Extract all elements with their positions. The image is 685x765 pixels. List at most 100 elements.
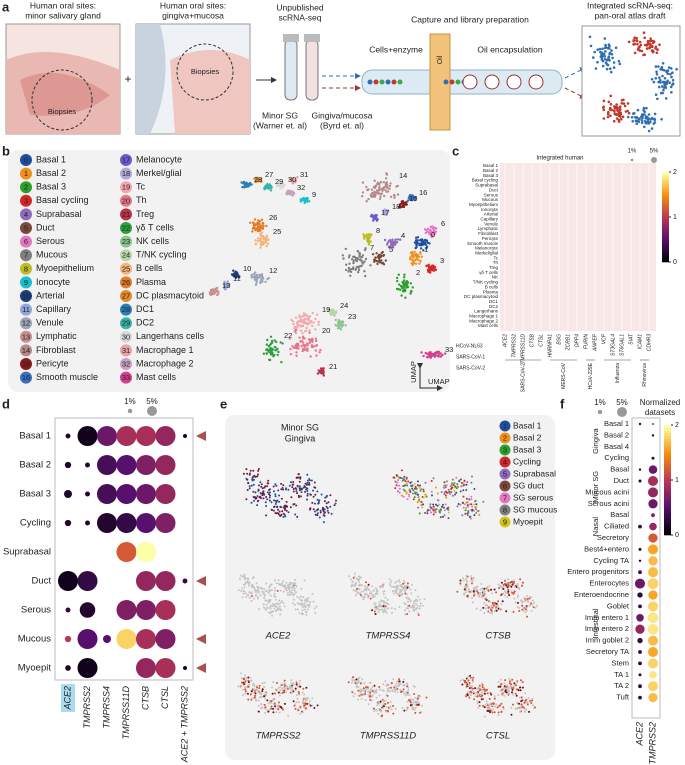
- cell-dot: [466, 693, 469, 696]
- cell-dot: [484, 592, 487, 595]
- cell-dot: [361, 195, 364, 198]
- cell-dot: [299, 712, 302, 715]
- dot: [648, 692, 658, 703]
- cell-dot: [282, 590, 285, 593]
- cell-dot: [264, 240, 268, 243]
- cell-dot: [429, 233, 432, 236]
- cell-dot: [420, 351, 423, 354]
- cell-dot: [362, 687, 365, 690]
- cell-dot: [372, 214, 375, 218]
- cell-dot: [433, 269, 436, 272]
- cell-dot: [417, 595, 420, 598]
- cell-dot: [406, 593, 408, 596]
- cell-dot: [423, 598, 426, 601]
- cell-dot: [347, 256, 351, 259]
- dot: [136, 484, 156, 504]
- colorbar-step: [664, 463, 671, 467]
- cell-dot: [412, 259, 415, 262]
- dot: [155, 513, 176, 533]
- cell-dot: [508, 692, 510, 695]
- dot: [648, 533, 658, 543]
- legend-id: 30: [122, 332, 130, 341]
- cell-dot: [306, 479, 309, 482]
- cell-dot: [269, 494, 271, 497]
- cell-dot: [297, 709, 300, 712]
- cell-dot: [459, 490, 462, 493]
- cell-dot: [259, 495, 262, 498]
- legend-swatch: [120, 181, 132, 194]
- cell-dot: [602, 108, 606, 112]
- cell-dot: [466, 581, 469, 584]
- cell-dot: [310, 479, 313, 482]
- cell-dot: [255, 496, 258, 499]
- cell-dot: [266, 348, 269, 351]
- cell-dot: [267, 493, 270, 496]
- cell-dot: [329, 310, 332, 313]
- cell-dot: [256, 588, 259, 591]
- cell-dot: [290, 178, 293, 181]
- group-label: SARS-CoV-2: [520, 363, 526, 392]
- cell-dot: [637, 117, 641, 120]
- colorbar-step: [662, 259, 669, 263]
- cell-dot: [454, 485, 457, 488]
- cell-dot: [412, 198, 415, 201]
- row-label: Mucous acini: [585, 487, 629, 496]
- cell-dot: [507, 690, 510, 693]
- cell-dot: [277, 579, 280, 582]
- cell-dot: [255, 582, 258, 585]
- cell-dot: [373, 710, 376, 713]
- cell-dot: [259, 281, 262, 285]
- cell-dot: [598, 47, 602, 51]
- dot: [647, 487, 659, 498]
- cell-dot: [384, 184, 387, 187]
- cell-dot: [403, 581, 406, 584]
- cell-dot: [470, 481, 473, 484]
- cell-dot: [264, 501, 267, 504]
- cell-dot: [429, 229, 432, 232]
- cell-dot: [298, 314, 301, 317]
- row-label: Duct: [31, 576, 51, 587]
- cell-dot: [375, 259, 378, 263]
- colorbar-step: [662, 221, 669, 225]
- cell-dot: [352, 255, 355, 258]
- legend-label: Basal 3: [513, 444, 542, 454]
- cell-dot: [378, 197, 382, 201]
- cell-dot: [487, 589, 490, 592]
- cell-dot: [306, 492, 309, 495]
- legend-label: Cycling: [513, 456, 541, 466]
- cell-dot: [396, 685, 399, 688]
- cell-dot: [498, 587, 501, 589]
- cell-dot: [250, 595, 253, 598]
- cell-dot: [294, 608, 297, 611]
- cell-dot: [394, 589, 397, 592]
- colorbar-step: [664, 499, 671, 503]
- cell-dot: [464, 509, 467, 512]
- cell-dot: [419, 602, 422, 605]
- dot: [183, 434, 187, 438]
- cell-dot: [267, 479, 270, 482]
- legend-swatch: [120, 208, 132, 221]
- cell-dot: [358, 592, 361, 595]
- cell-dot: [388, 239, 391, 242]
- cell-dot: [670, 75, 673, 79]
- cell-dot: [276, 602, 279, 605]
- legend-swatch: [120, 344, 132, 357]
- cell-dot: [281, 342, 284, 345]
- cell-dot: [596, 48, 599, 51]
- cell-dot: [284, 504, 287, 507]
- cell-dot: [489, 707, 491, 710]
- droplet-art: [367, 79, 373, 85]
- cell-dot: [394, 581, 397, 584]
- cell-dot: [411, 484, 414, 487]
- cell-dot: [306, 344, 309, 347]
- cell-dot: [282, 516, 285, 518]
- dot: [638, 422, 642, 426]
- cell-dot: [519, 710, 521, 713]
- legend-label: SG mucous: [513, 504, 557, 514]
- legend-swatch: [499, 516, 511, 528]
- cell-dot: [438, 509, 441, 512]
- cell-dot: [405, 692, 408, 695]
- cell-dot: [281, 486, 284, 489]
- cell-dot: [282, 602, 285, 604]
- cell-dot: [300, 319, 303, 322]
